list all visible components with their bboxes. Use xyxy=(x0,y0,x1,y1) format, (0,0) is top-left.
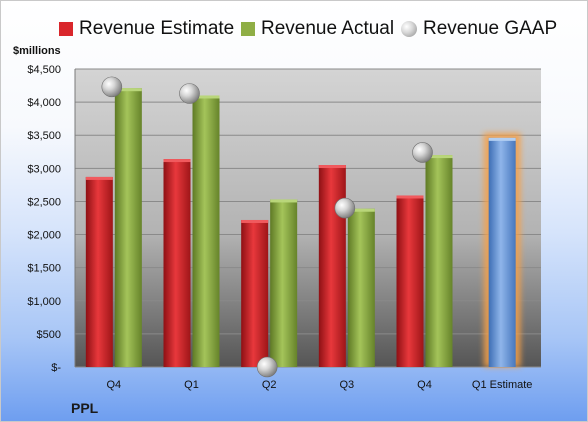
gaap-marker xyxy=(101,76,123,98)
bar-revenue-actual xyxy=(270,199,298,367)
y-tick-label: $4,000 xyxy=(27,97,61,109)
bar-revenue-actual-top xyxy=(425,155,453,159)
y-axis-unit-label: $millions xyxy=(13,45,61,57)
bar-revenue-estimate xyxy=(163,159,191,367)
x-tick-label: Q1 xyxy=(184,379,199,391)
grid-lines xyxy=(74,68,541,368)
legend-item-revenue-actual: Revenue Actual xyxy=(241,15,394,43)
y-tick-label: $3,000 xyxy=(27,163,61,175)
bar-revenue-actual-top xyxy=(270,199,298,203)
y-tick-label: $2,000 xyxy=(27,230,61,242)
bar-revenue-estimate-top xyxy=(85,176,113,180)
x-tick-label: Q4 xyxy=(106,379,121,391)
legend-item-revenue-estimate: Revenue Estimate xyxy=(59,15,234,43)
y-tick-label: $- xyxy=(51,362,61,374)
bar-revenue-estimate xyxy=(241,219,269,367)
x-tick-label: Q4 xyxy=(417,379,432,391)
legend-swatch-revenue-gaap xyxy=(401,21,417,37)
gaap-marker xyxy=(256,356,278,378)
y-axis-ticks: $- $500 $1,000 $1,500 $2,000 $2,500 $3,000 $3,5… xyxy=(27,64,61,374)
y-tick-label: $3,500 xyxy=(27,130,61,142)
x-axis-ticks: Q4 Q1 Q2 Q3 Q4 Q1 Estimate xyxy=(106,379,532,391)
bar-revenue-actual xyxy=(347,208,375,367)
bar-revenue-actual-top xyxy=(114,88,142,92)
bar-revenue-actual xyxy=(114,88,142,368)
x-tick-label: Q1 Estimate xyxy=(472,379,533,391)
gaap-marker xyxy=(412,142,433,163)
bar-revenue-estimate-top xyxy=(318,165,346,169)
y-tick-label: $2,500 xyxy=(27,196,61,208)
plot-area-background xyxy=(75,69,541,367)
y-tick-label: $1,500 xyxy=(27,263,61,275)
bar-revenue-estimate xyxy=(85,176,113,367)
bar-revenue-actual xyxy=(425,155,453,367)
bar-revenue-estimate-top xyxy=(396,195,424,199)
bar-revenue-estimate xyxy=(396,195,424,367)
bar-q1-estimate-top xyxy=(488,137,516,141)
bar-revenue-actual-top xyxy=(347,208,375,212)
bar-revenue-actual xyxy=(192,95,220,367)
legend: Revenue Estimate Revenue Actual Revenue … xyxy=(1,15,587,43)
bar-revenue-estimate-top xyxy=(163,159,191,163)
bar-revenue-actual-top xyxy=(192,95,220,99)
y-tick-label: $1,000 xyxy=(27,296,61,308)
y-tick-label: $500 xyxy=(37,329,61,341)
x-tick-label: Q3 xyxy=(339,379,354,391)
legend-label-revenue-estimate: Revenue Estimate xyxy=(79,18,235,39)
bar-q1-estimate xyxy=(488,137,516,367)
legend-swatch-revenue-estimate xyxy=(59,22,73,36)
gaap-marker xyxy=(179,83,200,104)
legend-label-revenue-actual: Revenue Actual xyxy=(261,18,395,39)
legend-label-revenue-gaap: Revenue GAAP xyxy=(423,18,558,39)
company-label: PPL xyxy=(71,400,99,416)
legend-item-revenue-gaap: Revenue GAAP xyxy=(401,15,557,43)
bar-revenue-estimate xyxy=(318,165,346,367)
bars xyxy=(85,76,521,378)
y-tick-label: $4,500 xyxy=(27,64,61,76)
legend-swatch-revenue-actual xyxy=(241,22,255,36)
bar-revenue-estimate-top xyxy=(241,219,269,223)
gaap-marker xyxy=(334,197,356,219)
x-tick-label: Q2 xyxy=(262,379,277,391)
